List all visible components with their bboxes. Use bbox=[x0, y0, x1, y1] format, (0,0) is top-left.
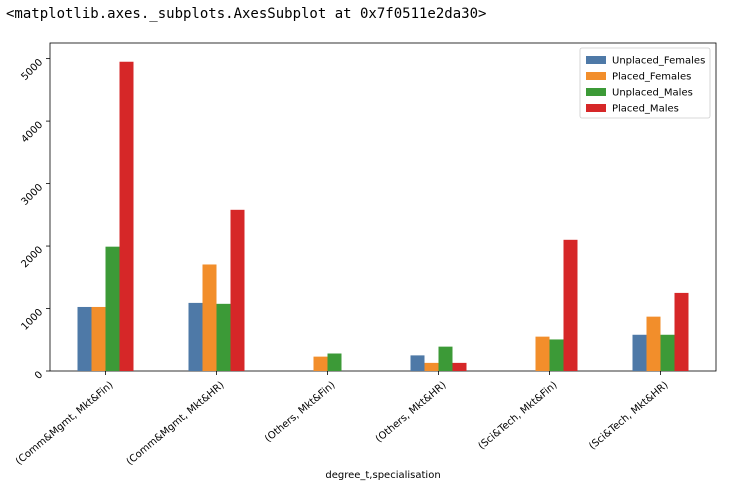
x-tick-label: (Sci&Tech, Mkt&Fin) bbox=[476, 380, 559, 452]
bar-placed-females-1 bbox=[202, 264, 217, 371]
bar-unplaced-males-0 bbox=[105, 246, 120, 371]
bar-unplaced-females-3 bbox=[410, 355, 425, 371]
x-tick-label: (Others, Mkt&HR) bbox=[374, 380, 449, 445]
bar-unplaced-males-2 bbox=[327, 353, 342, 371]
bar-unplaced-females-5 bbox=[632, 334, 647, 371]
x-tick-label: (Others, Mkt&Fin) bbox=[263, 380, 338, 445]
bar-unplaced-males-5 bbox=[660, 334, 675, 371]
y-tick-label: 5000 bbox=[19, 57, 45, 83]
x-axis-label: degree_t,specialisation bbox=[325, 470, 440, 481]
bars-group bbox=[77, 61, 689, 371]
y-tick-label: 4000 bbox=[19, 120, 45, 146]
x-axis: (Comm&Mgmt, Mkt&Fin) (Comm&Mgmt, Mkt&HR) (… bbox=[14, 371, 671, 468]
y-tick-label: 1000 bbox=[19, 307, 45, 333]
legend-box bbox=[579, 47, 711, 119]
bar-placed-females-3 bbox=[424, 362, 439, 371]
x-tick-label: (Comm&Mgmt, Mkt&Fin) bbox=[14, 380, 116, 468]
legend-label: Placed_Females bbox=[612, 72, 691, 83]
bar-unplaced-males-3 bbox=[438, 346, 453, 371]
bar-placed-males-5 bbox=[674, 292, 689, 371]
bar-placed-males-1 bbox=[230, 209, 245, 371]
plot-frame bbox=[49, 42, 717, 372]
bar-unplaced-females-0 bbox=[77, 306, 92, 371]
y-tick-label: 3000 bbox=[19, 182, 45, 208]
legend-swatch bbox=[586, 56, 606, 64]
bar-placed-males-4 bbox=[563, 239, 578, 371]
bar-unplaced-females-1 bbox=[188, 302, 203, 371]
x-tick-label: (Comm&Mgmt, Mkt&HR) bbox=[125, 380, 227, 468]
legend-label: Unplaced_Females bbox=[612, 56, 705, 67]
bar-placed-females-0 bbox=[91, 306, 106, 371]
y-tick-label: 2000 bbox=[19, 245, 45, 271]
bar-placed-females-4 bbox=[535, 336, 550, 371]
legend: Unplaced_Females Placed_Females Unplaced_M… bbox=[579, 47, 711, 119]
legend-swatch bbox=[586, 104, 606, 112]
bar-unplaced-males-1 bbox=[216, 303, 231, 371]
legend-swatch bbox=[586, 88, 606, 96]
cell-output-repr: <matplotlib.axes._subplots.AxesSubplot a… bbox=[6, 6, 487, 22]
bar-placed-females-5 bbox=[646, 316, 661, 371]
legend-label: Placed_Males bbox=[612, 104, 679, 115]
legend-swatch bbox=[586, 72, 606, 80]
bar-placed-males-0 bbox=[119, 61, 134, 371]
bar-unplaced-males-4 bbox=[549, 339, 564, 371]
y-tick-label: 0 bbox=[33, 369, 45, 381]
x-tick-label: (Sci&Tech, Mkt&HR) bbox=[587, 380, 670, 453]
legend-label: Unplaced_Males bbox=[612, 88, 693, 99]
bar-placed-females-2 bbox=[313, 356, 328, 371]
y-axis: 0 1000 2000 3000 4000 5000 bbox=[19, 57, 50, 382]
bar-placed-males-3 bbox=[452, 362, 467, 371]
